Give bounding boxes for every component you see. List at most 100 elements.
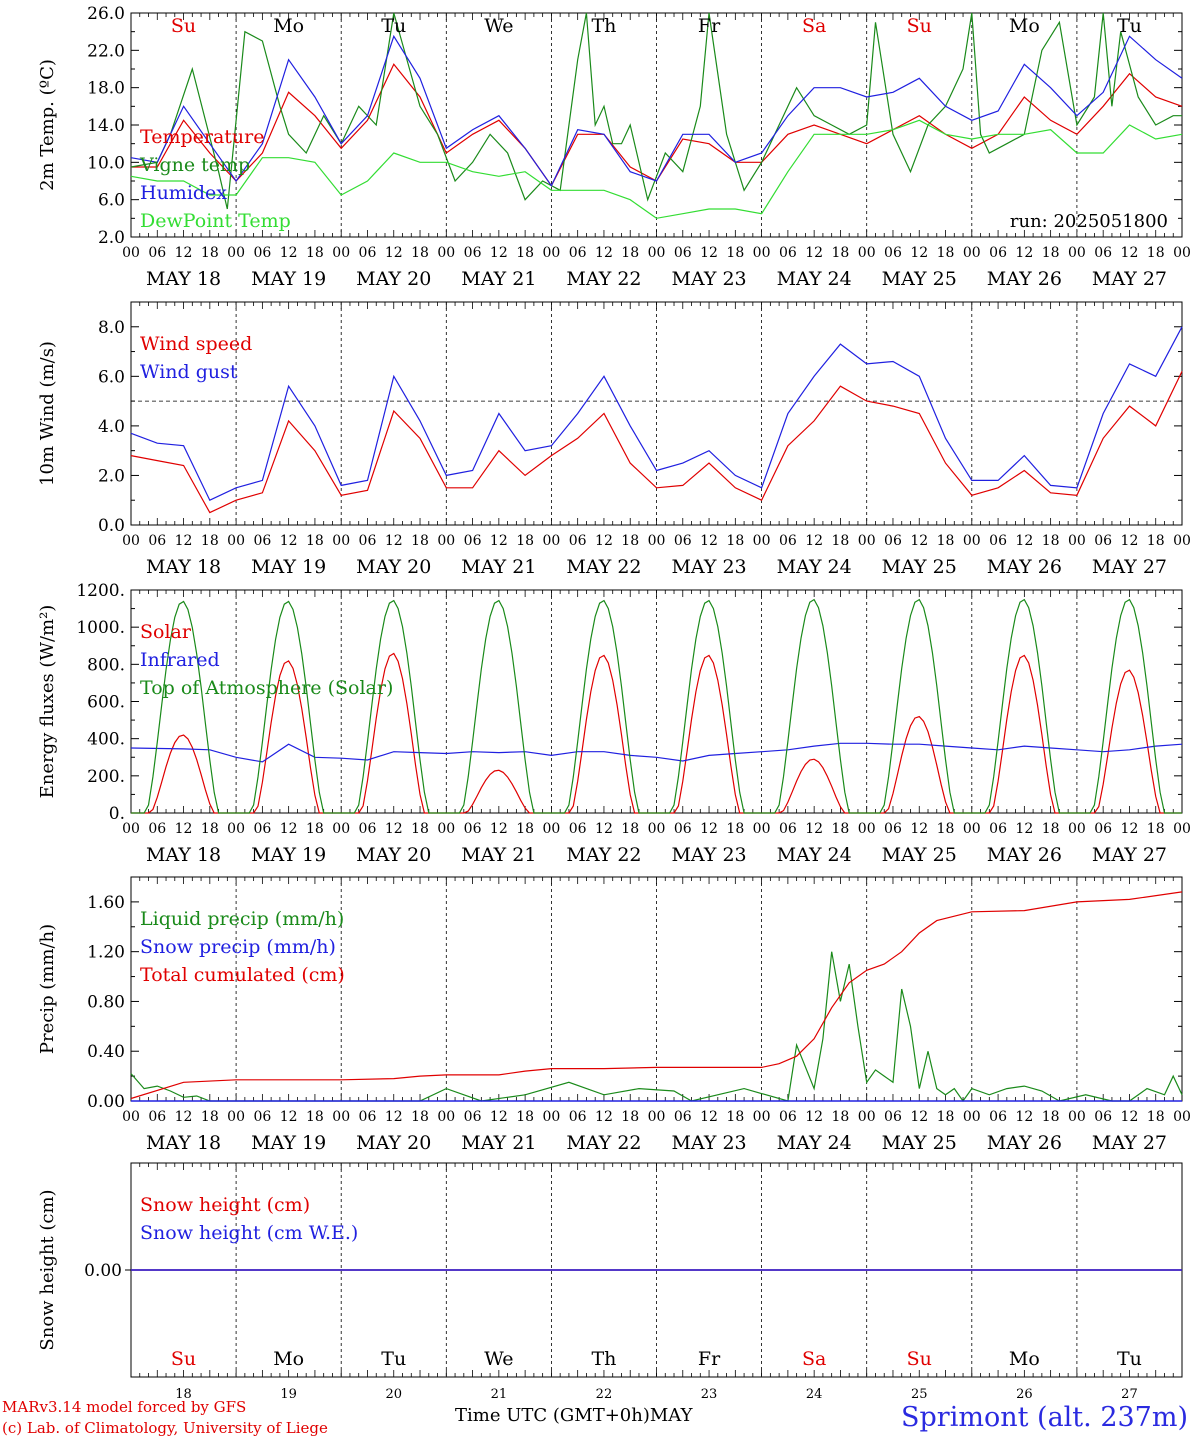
- hour-tick-label: 18: [306, 245, 324, 261]
- station-name: Sprimont (alt. 237m): [901, 1402, 1188, 1433]
- panel-energy: 0. 200. 400. 600. 800. 1000. 1200. Energy fluxe…: [37, 581, 1191, 866]
- y-tick-label: 14.0: [87, 116, 125, 136]
- hour-tick-label: 06: [464, 245, 482, 261]
- hour-tick-label: 06: [884, 821, 902, 837]
- hour-tick-label: 00: [753, 245, 771, 261]
- series-line-wind-speed: [130, 371, 1183, 514]
- hour-tick-label: 06: [884, 533, 902, 549]
- hour-tick-label: 12: [805, 821, 823, 837]
- legend-entry: Total cumulated (cm): [140, 964, 345, 986]
- hour-tick-label: 12: [490, 245, 508, 261]
- hour-tick-label: 00: [122, 821, 140, 837]
- date-label: MAY 27: [1092, 844, 1167, 866]
- hour-tick-label: 18: [306, 1109, 324, 1125]
- hour-tick-label: 06: [253, 1109, 271, 1125]
- hour-tick-label: 12: [175, 1109, 193, 1125]
- hour-tick-label: 06: [989, 533, 1007, 549]
- hour-tick-label: 06: [253, 821, 271, 837]
- series-line-total-cumulated-cm: [130, 891, 1183, 1100]
- day-name: Th: [591, 1348, 616, 1370]
- hour-tick-label: 00: [753, 821, 771, 837]
- date-label: MAY 22: [566, 1132, 641, 1154]
- y-tick-label: 1000.: [76, 618, 125, 638]
- hour-tick-label: 12: [910, 533, 928, 549]
- date-label: MAY 19: [251, 556, 326, 578]
- day-number: 19: [280, 1387, 297, 1402]
- date-label: MAY 21: [461, 556, 536, 578]
- date-label: MAY 20: [356, 844, 431, 866]
- legend-entry: Infrared: [140, 649, 220, 671]
- day-number: 24: [806, 1387, 823, 1402]
- y-tick-label: 6.0: [98, 191, 125, 211]
- date-label: MAY 24: [777, 844, 852, 866]
- hour-tick-label: 00: [648, 533, 666, 549]
- hour-tick-label: 18: [201, 533, 219, 549]
- hour-tick-label: 06: [674, 1109, 692, 1125]
- hour-tick-label: 12: [1015, 533, 1033, 549]
- date-label: MAY 18: [146, 1132, 221, 1154]
- hour-tick-label: 00: [332, 1109, 350, 1125]
- y-axis-label: Energy fluxes (W/m²): [37, 605, 58, 799]
- hour-tick-label: 00: [1173, 245, 1191, 261]
- y-tick-label: 0.0: [98, 516, 125, 536]
- hour-tick-label: 00: [227, 821, 245, 837]
- day-name: Mo: [273, 1348, 304, 1370]
- legend-entry: Vigne temp: [139, 154, 250, 176]
- date-label: MAY 26: [987, 1132, 1062, 1154]
- hour-tick-label: 18: [1147, 533, 1165, 549]
- day-name: Th: [591, 15, 616, 37]
- hour-tick-label: 00: [122, 245, 140, 261]
- day-name: Mo: [1009, 15, 1040, 37]
- hour-tick-label: 12: [490, 1109, 508, 1125]
- hour-tick-label: 06: [779, 821, 797, 837]
- hour-tick-label: 18: [621, 533, 639, 549]
- hour-tick-label: 18: [1042, 1109, 1060, 1125]
- date-label: MAY 26: [987, 268, 1062, 290]
- date-label: MAY 25: [882, 268, 957, 290]
- day-number: 22: [596, 1387, 613, 1402]
- date-label: MAY 22: [566, 844, 641, 866]
- hour-tick-label: 18: [937, 1109, 955, 1125]
- y-tick-label: 400.: [87, 730, 125, 750]
- hour-tick-label: 06: [779, 245, 797, 261]
- y-tick-label: 8.0: [98, 318, 125, 338]
- hour-tick-label: 12: [490, 821, 508, 837]
- hour-tick-label: 06: [989, 245, 1007, 261]
- hour-tick-label: 06: [989, 1109, 1007, 1125]
- hour-tick-label: 12: [700, 821, 718, 837]
- date-label: MAY 25: [882, 844, 957, 866]
- y-tick-label: 2.0: [98, 466, 125, 486]
- hour-tick-label: 06: [1094, 533, 1112, 549]
- date-label: MAY 27: [1092, 268, 1167, 290]
- hour-tick-label: 06: [674, 245, 692, 261]
- y-tick-label: 1.20: [87, 943, 125, 963]
- hour-tick-label: 18: [832, 1109, 850, 1125]
- date-label: MAY 26: [987, 844, 1062, 866]
- legend-entry: Snow height (cm W.E.): [140, 1222, 358, 1244]
- date-label: MAY 24: [777, 1132, 852, 1154]
- y-tick-label: 800.: [87, 655, 125, 675]
- day-number: 20: [385, 1387, 402, 1402]
- date-label: MAY 22: [566, 268, 641, 290]
- hour-tick-label: 12: [175, 533, 193, 549]
- hour-tick-label: 12: [1015, 245, 1033, 261]
- date-label: MAY 20: [356, 556, 431, 578]
- day-number: 25: [911, 1387, 928, 1402]
- day-name: Su: [171, 1348, 196, 1370]
- y-tick-label: 1200.: [76, 581, 125, 601]
- y-axis-label: Precip (mm/h): [37, 924, 58, 1054]
- date-label: MAY 25: [882, 556, 957, 578]
- day-name: Mo: [1009, 1348, 1040, 1370]
- hour-tick-label: 18: [726, 245, 744, 261]
- legend-entry: Wind gust: [140, 361, 238, 383]
- date-label: MAY 27: [1092, 1132, 1167, 1154]
- y-tick-label: 0.40: [87, 1042, 125, 1062]
- hour-tick-label: 06: [253, 533, 271, 549]
- hour-tick-label: 06: [779, 1109, 797, 1125]
- hour-tick-label: 06: [148, 1109, 166, 1125]
- hour-tick-label: 18: [201, 245, 219, 261]
- hour-tick-label: 06: [674, 533, 692, 549]
- hour-tick-label: 12: [1015, 1109, 1033, 1125]
- day-name: We: [484, 1348, 513, 1370]
- hour-tick-label: 12: [595, 1109, 613, 1125]
